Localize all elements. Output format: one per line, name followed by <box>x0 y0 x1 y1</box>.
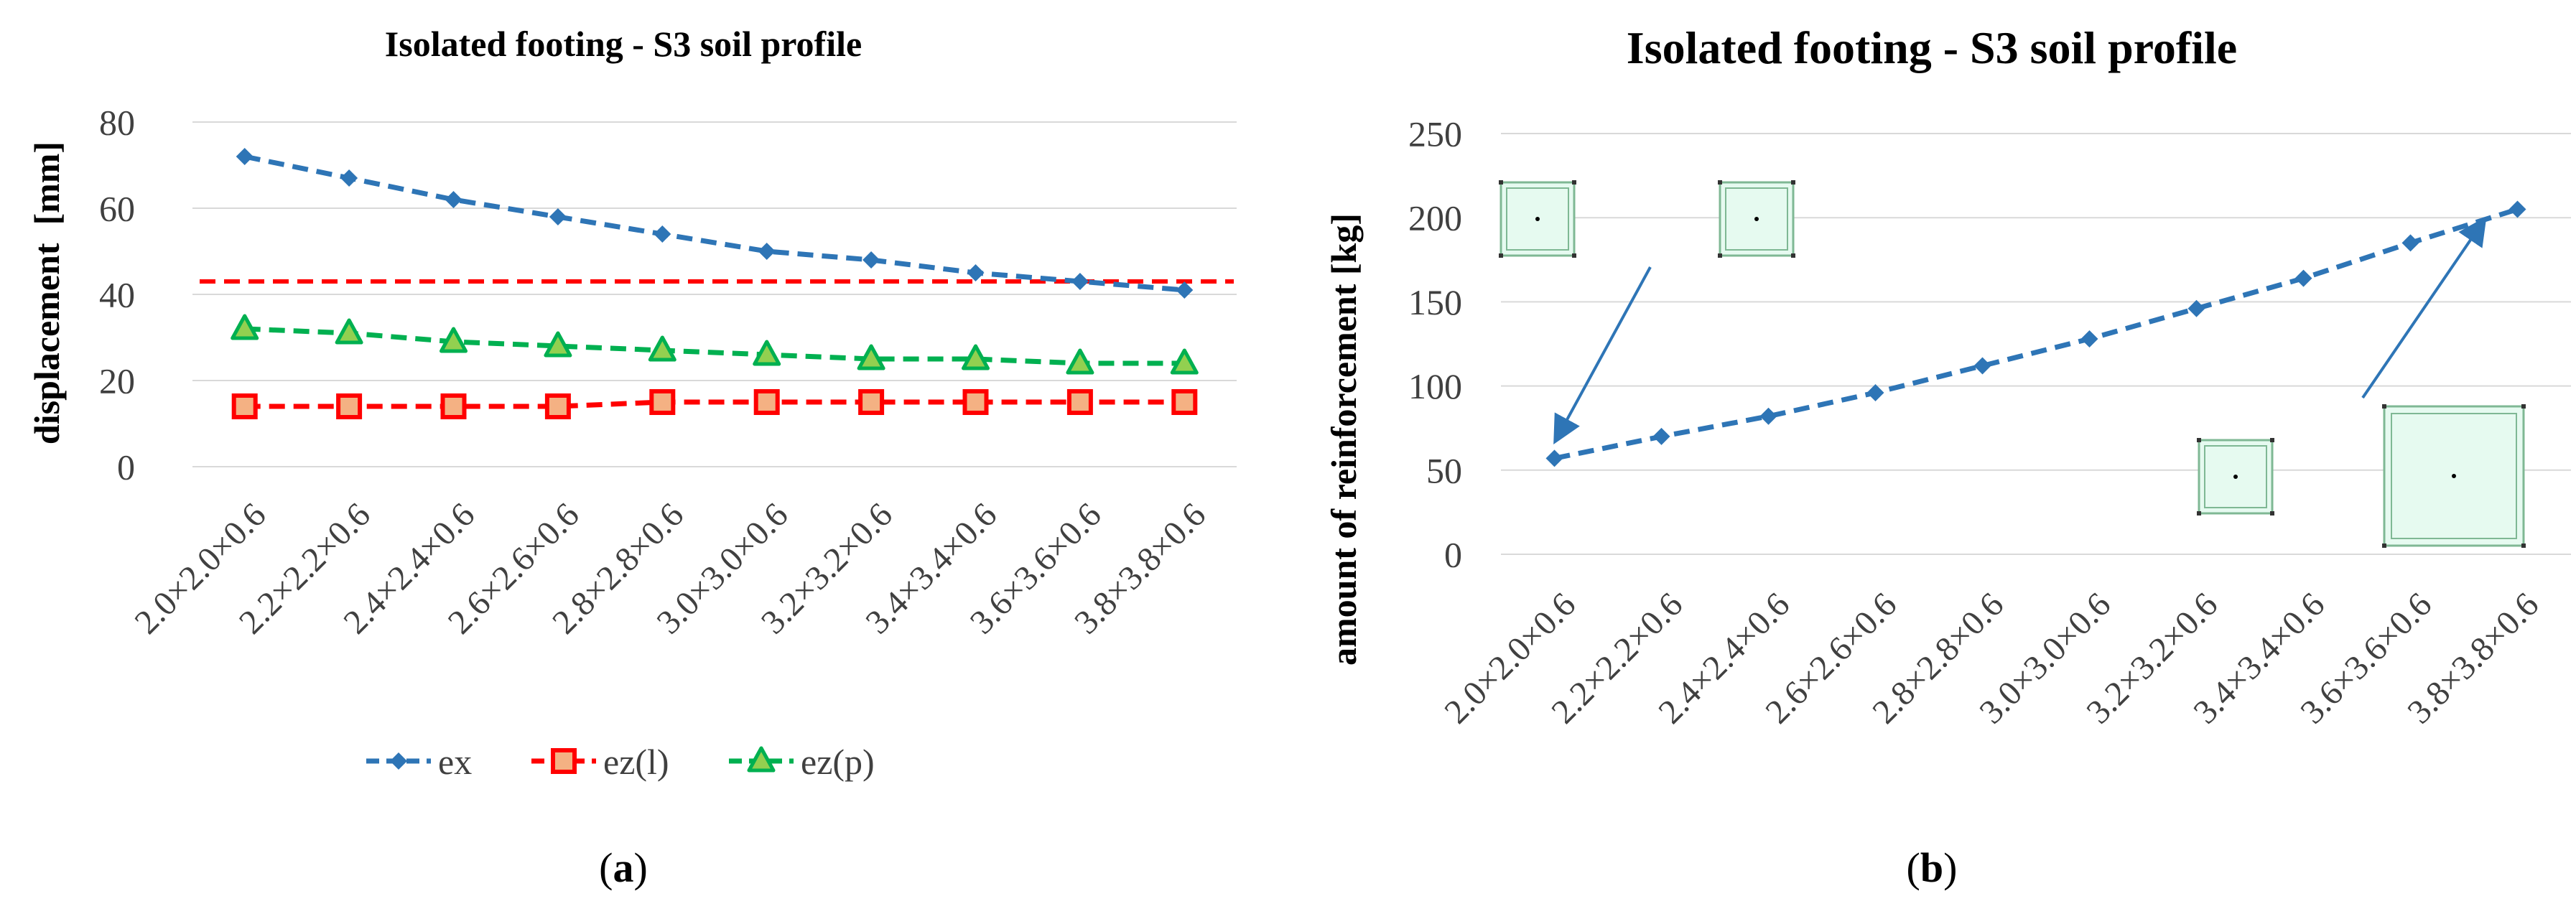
chart-a-title: Isolated footing - S3 soil profile <box>385 24 862 64</box>
data-point-ez(p) <box>1066 348 1094 375</box>
data-point-ez(l) <box>336 393 363 419</box>
data-point-reinforcement <box>1866 383 1884 401</box>
annotation-arrow-right <box>2361 216 2487 399</box>
y-tick-label: 0 <box>117 447 135 488</box>
chart-a-panel-label-letter: a <box>613 844 634 891</box>
data-point-ex <box>1071 273 1089 290</box>
data-point-ez(l) <box>544 393 571 419</box>
data-point-ez(l) <box>231 393 258 419</box>
series-reinforcement <box>1545 200 2526 467</box>
data-point-ez(l) <box>753 389 780 415</box>
data-point-ez(l) <box>1066 389 1093 415</box>
series-ez(l)-line <box>244 399 1185 409</box>
data-point-reinforcement <box>1545 449 1563 467</box>
chart-b-y-tick-labels: 0 50 100 150 200 250 <box>1408 114 1462 575</box>
series-ex-line <box>243 154 1185 293</box>
data-point-ez(l) <box>962 389 989 415</box>
footing-plan-icon <box>2197 438 2274 516</box>
data-point-ez(p) <box>753 340 781 366</box>
chart-b-panel-label-open: ( <box>1907 844 1920 891</box>
legend-item-ex: ex <box>366 742 472 782</box>
data-point-ex <box>445 191 462 208</box>
chart-a-y-tick-labels: 0 20 40 60 80 <box>99 103 135 488</box>
data-point-ez(p) <box>962 344 990 370</box>
y-tick-label: 150 <box>1408 282 1462 322</box>
annotation-arrow-left <box>1553 266 1652 445</box>
chart-b-panel-label-letter: b <box>1920 844 1943 891</box>
chart-b-panel-label: (b) <box>1907 844 1958 891</box>
data-point-reinforcement <box>2401 234 2419 252</box>
data-point-ez(p) <box>857 344 885 370</box>
data-point-reinforcement <box>1973 357 1991 375</box>
data-point-ez(p) <box>544 331 572 358</box>
chart-b-title: Isolated footing - S3 soil profile <box>1627 22 2237 73</box>
legend-item-ez(l): ez(l) <box>531 742 669 782</box>
chart-b-panel-label-close: ) <box>1943 844 1957 891</box>
data-point-ex <box>236 148 254 165</box>
legend-marker <box>551 748 577 774</box>
data-point-reinforcement <box>2080 330 2098 347</box>
data-point-reinforcement <box>2508 200 2526 218</box>
data-point-reinforcement <box>2187 299 2205 317</box>
series-ex <box>236 148 1194 299</box>
data-point-reinforcement <box>1652 427 1670 445</box>
series-reinforcement-line <box>1553 207 2519 461</box>
chart-b-x-tick-labels: 2.0×2.0×0.62.2×2.2×0.62.4×2.4×0.62.6×2.6… <box>1437 585 2546 731</box>
chart-a: Isolated footing - S3 soil profile 0 20 40… <box>27 24 1237 891</box>
y-tick-label: 20 <box>99 361 135 401</box>
y-tick-label: 250 <box>1408 114 1462 154</box>
series-ez(p) <box>231 314 1199 375</box>
y-tick-label: 100 <box>1408 366 1462 406</box>
data-point-ez(p) <box>231 314 259 340</box>
data-point-ex <box>549 208 567 225</box>
chart-a-y-axis-title: displacement [mm] <box>27 141 67 444</box>
chart-b: Isolated footing - S3 soil profile 0 50 10… <box>1324 22 2571 891</box>
data-point-ex <box>967 264 985 281</box>
chart-a-x-tick-labels: 2.0×2.0×0.62.2×2.2×0.62.4×2.4×0.62.6×2.6… <box>127 495 1213 641</box>
footing-plan-icon <box>1718 180 1795 258</box>
legend-item-ez(p): ez(p) <box>729 742 875 782</box>
chart-b-y-axis-title: amount of reinforcement [kg] <box>1324 213 1364 666</box>
data-point-ez(l) <box>858 389 885 415</box>
y-tick-label: 50 <box>1426 450 1462 490</box>
data-point-reinforcement <box>2294 269 2312 287</box>
data-point-ex <box>340 169 358 187</box>
data-point-reinforcement <box>1759 407 1777 425</box>
series-ez(l) <box>231 389 1198 419</box>
data-point-ez(p) <box>648 335 676 362</box>
data-point-ex <box>1176 281 1194 299</box>
data-point-ez(p) <box>440 327 468 353</box>
footing-plan-icon-large <box>2382 404 2526 548</box>
y-tick-label: 40 <box>99 275 135 315</box>
data-point-ex <box>862 251 880 269</box>
footing-plan-icon <box>1499 180 1576 258</box>
y-tick-label: 60 <box>99 189 135 229</box>
y-tick-label: 0 <box>1444 535 1462 575</box>
data-point-ez(p) <box>1170 348 1199 375</box>
data-point-ez(l) <box>440 393 467 419</box>
y-tick-label: 80 <box>99 103 135 143</box>
legend-label: ez(l) <box>603 742 669 782</box>
chart-a-panel-label: (a) <box>599 844 648 891</box>
legend-marker <box>390 752 407 770</box>
chart-b-series <box>1545 200 2526 467</box>
y-tick-label: 200 <box>1408 198 1462 238</box>
data-point-ez(p) <box>335 318 363 345</box>
data-point-ez(l) <box>649 389 676 415</box>
chart-a-panel-label-close: ) <box>634 844 648 891</box>
data-point-ex <box>758 243 776 260</box>
chart-a-panel-label-open: ( <box>599 844 613 891</box>
series-ez(p)-line <box>244 326 1185 366</box>
chart-a-legend: ex ez(l) ez(p) <box>366 742 875 782</box>
chart-a-gridlines <box>192 121 1237 467</box>
data-point-ex <box>654 225 671 243</box>
legend-label: ez(p) <box>801 742 875 782</box>
data-point-ez(l) <box>1171 389 1198 415</box>
legend-marker <box>747 746 776 773</box>
chart-a-series <box>231 148 1199 419</box>
legend-label: ex <box>438 742 472 782</box>
